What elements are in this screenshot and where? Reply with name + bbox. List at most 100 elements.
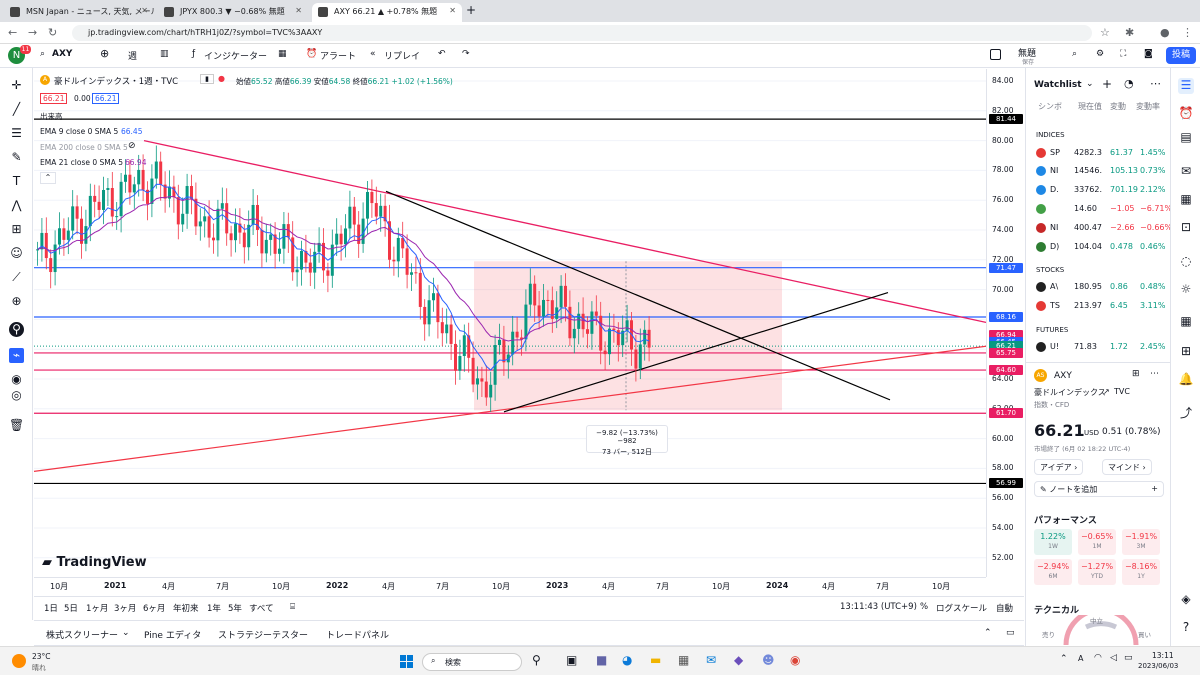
range-all[interactable]: すべて [249, 604, 274, 614]
percent-toggle[interactable]: % [920, 602, 929, 612]
tab-pine-editor[interactable]: Pine エディタ [144, 631, 202, 641]
screener-icon[interactable]: ▦ [1180, 314, 1192, 328]
trend-icon[interactable]: ⤴ [1179, 406, 1192, 420]
undo-icon[interactable]: ↶ [438, 49, 446, 59]
watchlist-row[interactable]: 14.60 −1.05 −6.71% [1026, 200, 1172, 218]
bars-icon[interactable]: ▮ [200, 74, 214, 84]
battery-icon[interactable]: ▭ [1124, 653, 1133, 663]
pattern-icon[interactable]: ⊞ [1180, 344, 1192, 358]
ideas-lamp-icon[interactable]: ☼ [1180, 282, 1192, 296]
templates-icon[interactable]: ▦ [278, 49, 287, 59]
detail-grid-icon[interactable]: ⊞ [1132, 369, 1140, 379]
tray-chevron-up-icon[interactable]: ⌃ [1060, 654, 1068, 664]
maximize-panel-icon[interactable]: ▭ [1006, 628, 1015, 638]
time-axis[interactable]: 10月 2021 4月 7月 10月 2022 4月 7月 10月 2023 4月 7月 10月 2024… [34, 577, 986, 595]
windows-start-icon[interactable] [400, 655, 414, 669]
more-icon[interactable]: ⋯ [1150, 77, 1161, 90]
close-tab-icon[interactable]: ✕ [141, 6, 148, 15]
settings-gear-icon[interactable]: ⚙ [1096, 49, 1105, 59]
watchlist-row[interactable]: D) 104.04 0.478 0.46% [1026, 238, 1171, 256]
task-view-icon[interactable]: ▣ [566, 653, 578, 667]
url-field[interactable]: jp.tradingview.com/chart/hTRH1j0Z/?symbo… [72, 25, 1092, 41]
bicycle-icon[interactable]: ⚲ [532, 653, 541, 667]
fullscreen-icon[interactable]: ⛶ [1120, 49, 1127, 59]
watchlist-row[interactable]: U! 71.83 1.72 2.45% [1026, 338, 1171, 356]
profile-icon[interactable]: ● [1160, 26, 1170, 39]
close-tab-icon[interactable]: ✕ [449, 6, 456, 15]
layers-icon[interactable]: ◈ [1181, 592, 1191, 606]
range-1d[interactable]: 1日 [44, 604, 58, 614]
alert-button[interactable]: アラート [320, 52, 357, 62]
range-3m[interactable]: 3ヶ月 [114, 604, 137, 614]
stay-drawing-icon[interactable]: ⌁ [9, 348, 24, 363]
taskbar-search[interactable]: ⌕ 検索 [422, 653, 522, 671]
detail-more-icon[interactable]: ⋯ [1150, 369, 1159, 379]
lock-icon[interactable]: ◉ [11, 372, 22, 386]
symbol-search-icon[interactable]: ⌕ [40, 49, 46, 59]
chart-type-icon[interactable]: ▥ [160, 49, 169, 59]
range-5d[interactable]: 5日 [64, 604, 78, 614]
buy-price-box[interactable]: 66.21 [92, 93, 120, 104]
range-1m[interactable]: 1ヶ月 [86, 604, 109, 614]
layout-name[interactable]: 無題 [1018, 49, 1037, 59]
store-icon[interactable]: ▦ [678, 653, 690, 667]
tab-trading-panel[interactable]: トレードパネル [326, 631, 390, 641]
log-scale-toggle[interactable]: ログスケール [936, 604, 988, 614]
chart-canvas[interactable] [34, 69, 986, 577]
watchlist-row[interactable]: NI 400.47 −2.66 −0.66% [1026, 219, 1172, 237]
quick-search-icon[interactable]: ⌕ [1072, 49, 1078, 59]
detail-name[interactable]: 豪ドルインデックス [1034, 388, 1106, 397]
range-1y[interactable]: 1年 [207, 604, 221, 614]
edge-icon[interactable]: ◕ [622, 653, 633, 667]
weather-sun-icon[interactable] [12, 654, 26, 668]
interval-button[interactable]: 週 [128, 52, 138, 62]
ime-indicator[interactable]: A [1078, 654, 1084, 663]
copilot-icon[interactable]: ◆ [734, 653, 744, 667]
speech-icon[interactable]: ◌ [1180, 254, 1192, 268]
text-icon[interactable]: T [12, 174, 21, 188]
discord-icon[interactable]: ☻ [762, 653, 775, 667]
clock[interactable]: 13:11:43 (UTC+9) [840, 602, 917, 612]
minds-button[interactable]: マインド › [1102, 459, 1152, 475]
compare-icon[interactable]: ⊕ [100, 47, 110, 60]
chart-pane[interactable]: A 豪ドルインデックス・1週・TVC ▮ ● 始値65.52 高値66.39 安… [34, 69, 986, 577]
close-tab-icon[interactable]: ✕ [295, 6, 302, 15]
tab-jpyx[interactable]: JPYX 800.3 ▼ −0.68% 無題 ✕ [158, 3, 308, 22]
collapse-legend-icon[interactable]: ⌃ [40, 172, 56, 184]
star-icon[interactable]: ☆ [1100, 26, 1110, 39]
explorer-icon[interactable]: ▬ [650, 653, 662, 667]
sell-price-box[interactable]: 66.21 [40, 93, 68, 104]
alerts-icon[interactable]: ⏰ [1178, 106, 1194, 120]
teams-icon[interactable]: ■ [596, 653, 608, 667]
notifications-icon[interactable]: 🔔 [1178, 372, 1194, 386]
chat-icon[interactable]: ✉ [1180, 164, 1192, 178]
ema21-label[interactable]: EMA 21 close 0 SMA 5 [40, 158, 124, 167]
zoom-icon[interactable]: ⊕ [11, 294, 22, 308]
publish-button[interactable]: 投稿 [1166, 47, 1196, 64]
watchlist-title[interactable]: Watchlist [1034, 80, 1082, 90]
price-axis[interactable]: 84.00 82.00 80.00 78.00 76.00 74.00 72.00 70.00… [986, 69, 1024, 577]
streams-icon[interactable]: ⊡ [1180, 220, 1192, 234]
fib-icon[interactable]: ☰ [11, 126, 22, 140]
section-indices[interactable]: INDICES [1036, 131, 1065, 139]
tab-stock-screener[interactable]: 株式スクリーナー [46, 631, 119, 641]
forward-icon[interactable]: → [28, 26, 38, 39]
crosshair-icon[interactable]: ✛ [11, 78, 22, 92]
legend-title[interactable]: 豪ドルインデックス・1週・TVC [54, 77, 179, 87]
add-symbol-icon[interactable]: + [1102, 77, 1113, 91]
ideas-button[interactable]: アイデア › [1034, 459, 1084, 475]
tab-msn[interactable]: MSN Japan - ニュース, 天気, メール ✕ [4, 3, 154, 22]
back-icon[interactable]: ← [8, 26, 18, 39]
indicators-button[interactable]: インジケーター [204, 52, 268, 62]
watchlist-row[interactable]: NI 14546. 105.13 0.73% [1026, 162, 1171, 180]
watchlist-row[interactable]: A\ 180.95 0.86 0.48% [1026, 278, 1171, 296]
screener-chevron-down-icon[interactable]: ⌄ [122, 628, 130, 638]
trash-icon[interactable]: 🗑 [9, 418, 25, 432]
ema9-label[interactable]: EMA 9 close 0 SMA 5 [40, 127, 119, 136]
section-stocks[interactable]: STOCKS [1036, 266, 1065, 274]
ideas-icon[interactable]: ▦ [1180, 192, 1192, 206]
weather-temp[interactable]: 23°C [32, 652, 51, 661]
watchlist-row[interactable]: TS 213.97 6.45 3.11% [1026, 297, 1171, 315]
redo-icon[interactable]: ↷ [462, 49, 470, 59]
taskbar-date[interactable]: 2023/06/03 [1138, 662, 1179, 670]
